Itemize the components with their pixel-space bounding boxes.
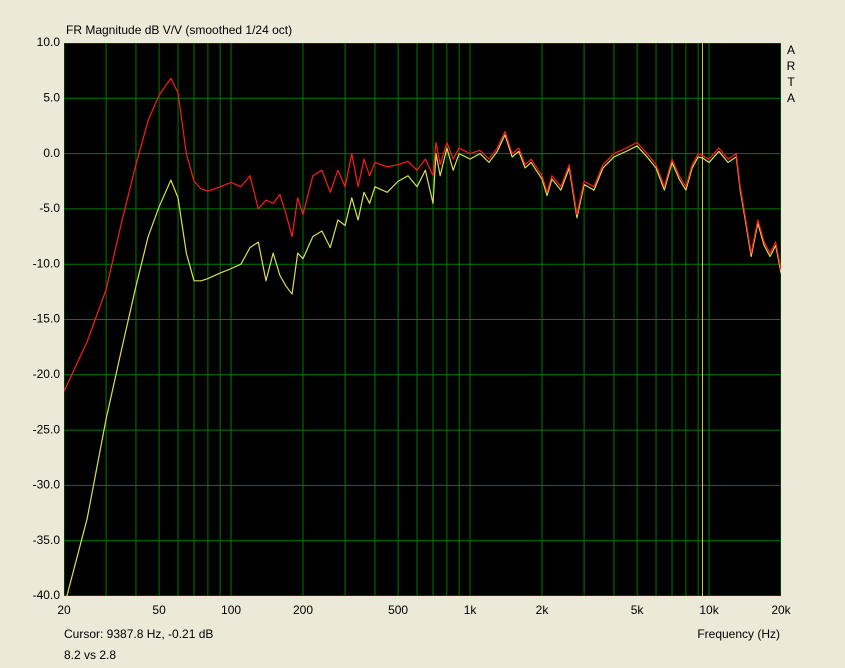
x-tick-label: 1k (464, 603, 478, 617)
y-tick-label: -40.0 (33, 588, 61, 602)
side-label: T (787, 75, 795, 89)
y-tick-label: -25.0 (33, 422, 61, 436)
side-label: A (787, 43, 795, 57)
note: 8.2 vs 2.8 (64, 648, 116, 662)
y-tick-label: -35.0 (33, 533, 61, 547)
x-tick-label: 500 (388, 603, 408, 617)
side-label: R (787, 59, 796, 73)
side-label: A (787, 91, 795, 105)
x-tick-label: 20 (57, 603, 71, 617)
x-tick-label: 100 (221, 603, 241, 617)
y-tick-label: 0.0 (43, 146, 60, 160)
y-tick-label: -30.0 (33, 478, 61, 492)
series-line (66, 134, 781, 596)
y-tick-label: -10.0 (33, 256, 61, 270)
x-tick-label: 20k (771, 603, 791, 617)
x-tick-label: 50 (152, 603, 166, 617)
y-tick-label: 5.0 (43, 90, 60, 104)
y-tick-label: -5.0 (39, 201, 60, 215)
series-line (64, 77, 781, 392)
plot-layer (64, 43, 781, 596)
x-tick-label: 10k (699, 603, 719, 617)
x-tick-label: 200 (293, 603, 313, 617)
y-tick-label: -20.0 (33, 367, 61, 381)
chart-title: FR Magnitude dB V/V (smoothed 1/24 oct) (66, 23, 292, 37)
cursor-readout: Cursor: 9387.8 Hz, -0.21 dB (64, 627, 213, 641)
x-axis-label: Frequency (Hz) (697, 627, 780, 641)
x-tick-label: 2k (536, 603, 550, 617)
y-tick-label: 10.0 (37, 35, 61, 49)
x-tick-label: 5k (631, 603, 645, 617)
y-tick-label: -15.0 (33, 312, 61, 326)
